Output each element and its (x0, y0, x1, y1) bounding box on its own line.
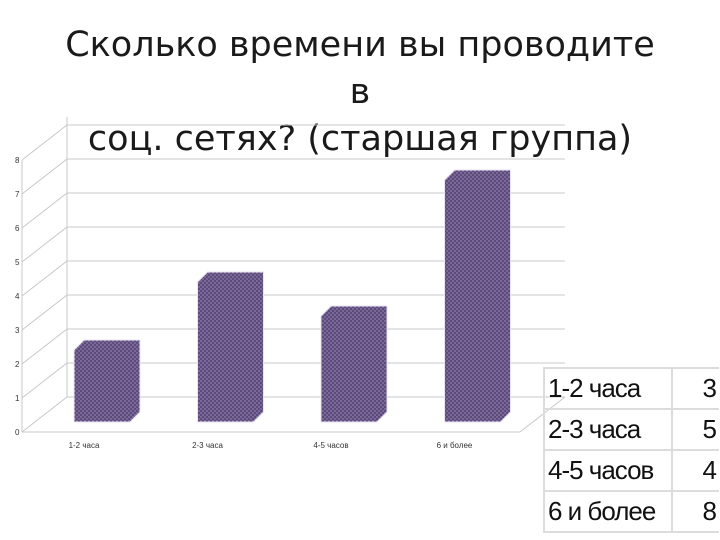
x-tick-label: 2-3 часа (192, 441, 223, 450)
table-cell-category: 4-5 часов (543, 450, 672, 492)
y-tick-label: 0 (15, 428, 20, 437)
data-table: 1-2 часа 3 2-3 часа 5 4-5 часов 4 6 и более 8 (543, 367, 719, 533)
table-row: 2-3 часа 5 (543, 409, 719, 451)
y-tick-label: 3 (15, 326, 20, 335)
table-cell-value: 5 (671, 409, 719, 451)
y-tick-label: 2 (15, 360, 20, 369)
x-tick-label: 6 и более (437, 441, 473, 450)
y-tick-label: 4 (15, 292, 20, 301)
y-tick-label: 7 (15, 190, 20, 199)
table-cell-value: 8 (671, 491, 719, 533)
chart-title-line-1: Сколько времени вы проводите в (65, 25, 655, 112)
table-cell-value: 4 (671, 450, 719, 492)
bars-layer (73, 169, 511, 423)
chart-title: Сколько времени вы проводите в соц. сетя… (60, 22, 660, 163)
table-cell-category: 2-3 часа (543, 409, 672, 451)
bar (197, 271, 264, 423)
x-tick-label: 4-5 часов (313, 441, 348, 450)
table-cell-value: 3 (671, 367, 719, 410)
y-tick-label: 1 (15, 394, 20, 403)
table-row: 4-5 часов 4 (543, 450, 719, 492)
y-tick-label: 5 (15, 258, 20, 267)
y-tick-label: 8 (15, 156, 20, 165)
labels-layer: 0 1 2 3 4 5 6 7 8 1-2 часа 2-3 часа 4-5 часов 6 и бо… (15, 156, 473, 450)
chart-title-line-2: соц. сетях? (старшая группа) (87, 119, 633, 159)
table-row: 1-2 часа 3 (543, 367, 719, 410)
table-row: 6 и более 8 (543, 491, 719, 533)
gridline (21, 124, 565, 161)
bar (444, 169, 511, 423)
bar (320, 305, 388, 423)
y-tick-label: 6 (15, 224, 20, 233)
bar (73, 339, 141, 423)
table-cell-category: 6 и более (543, 491, 672, 533)
x-tick-label: 1-2 часа (69, 441, 100, 450)
grid-layer (21, 117, 566, 433)
table-cell-category: 1-2 часа (543, 367, 672, 410)
